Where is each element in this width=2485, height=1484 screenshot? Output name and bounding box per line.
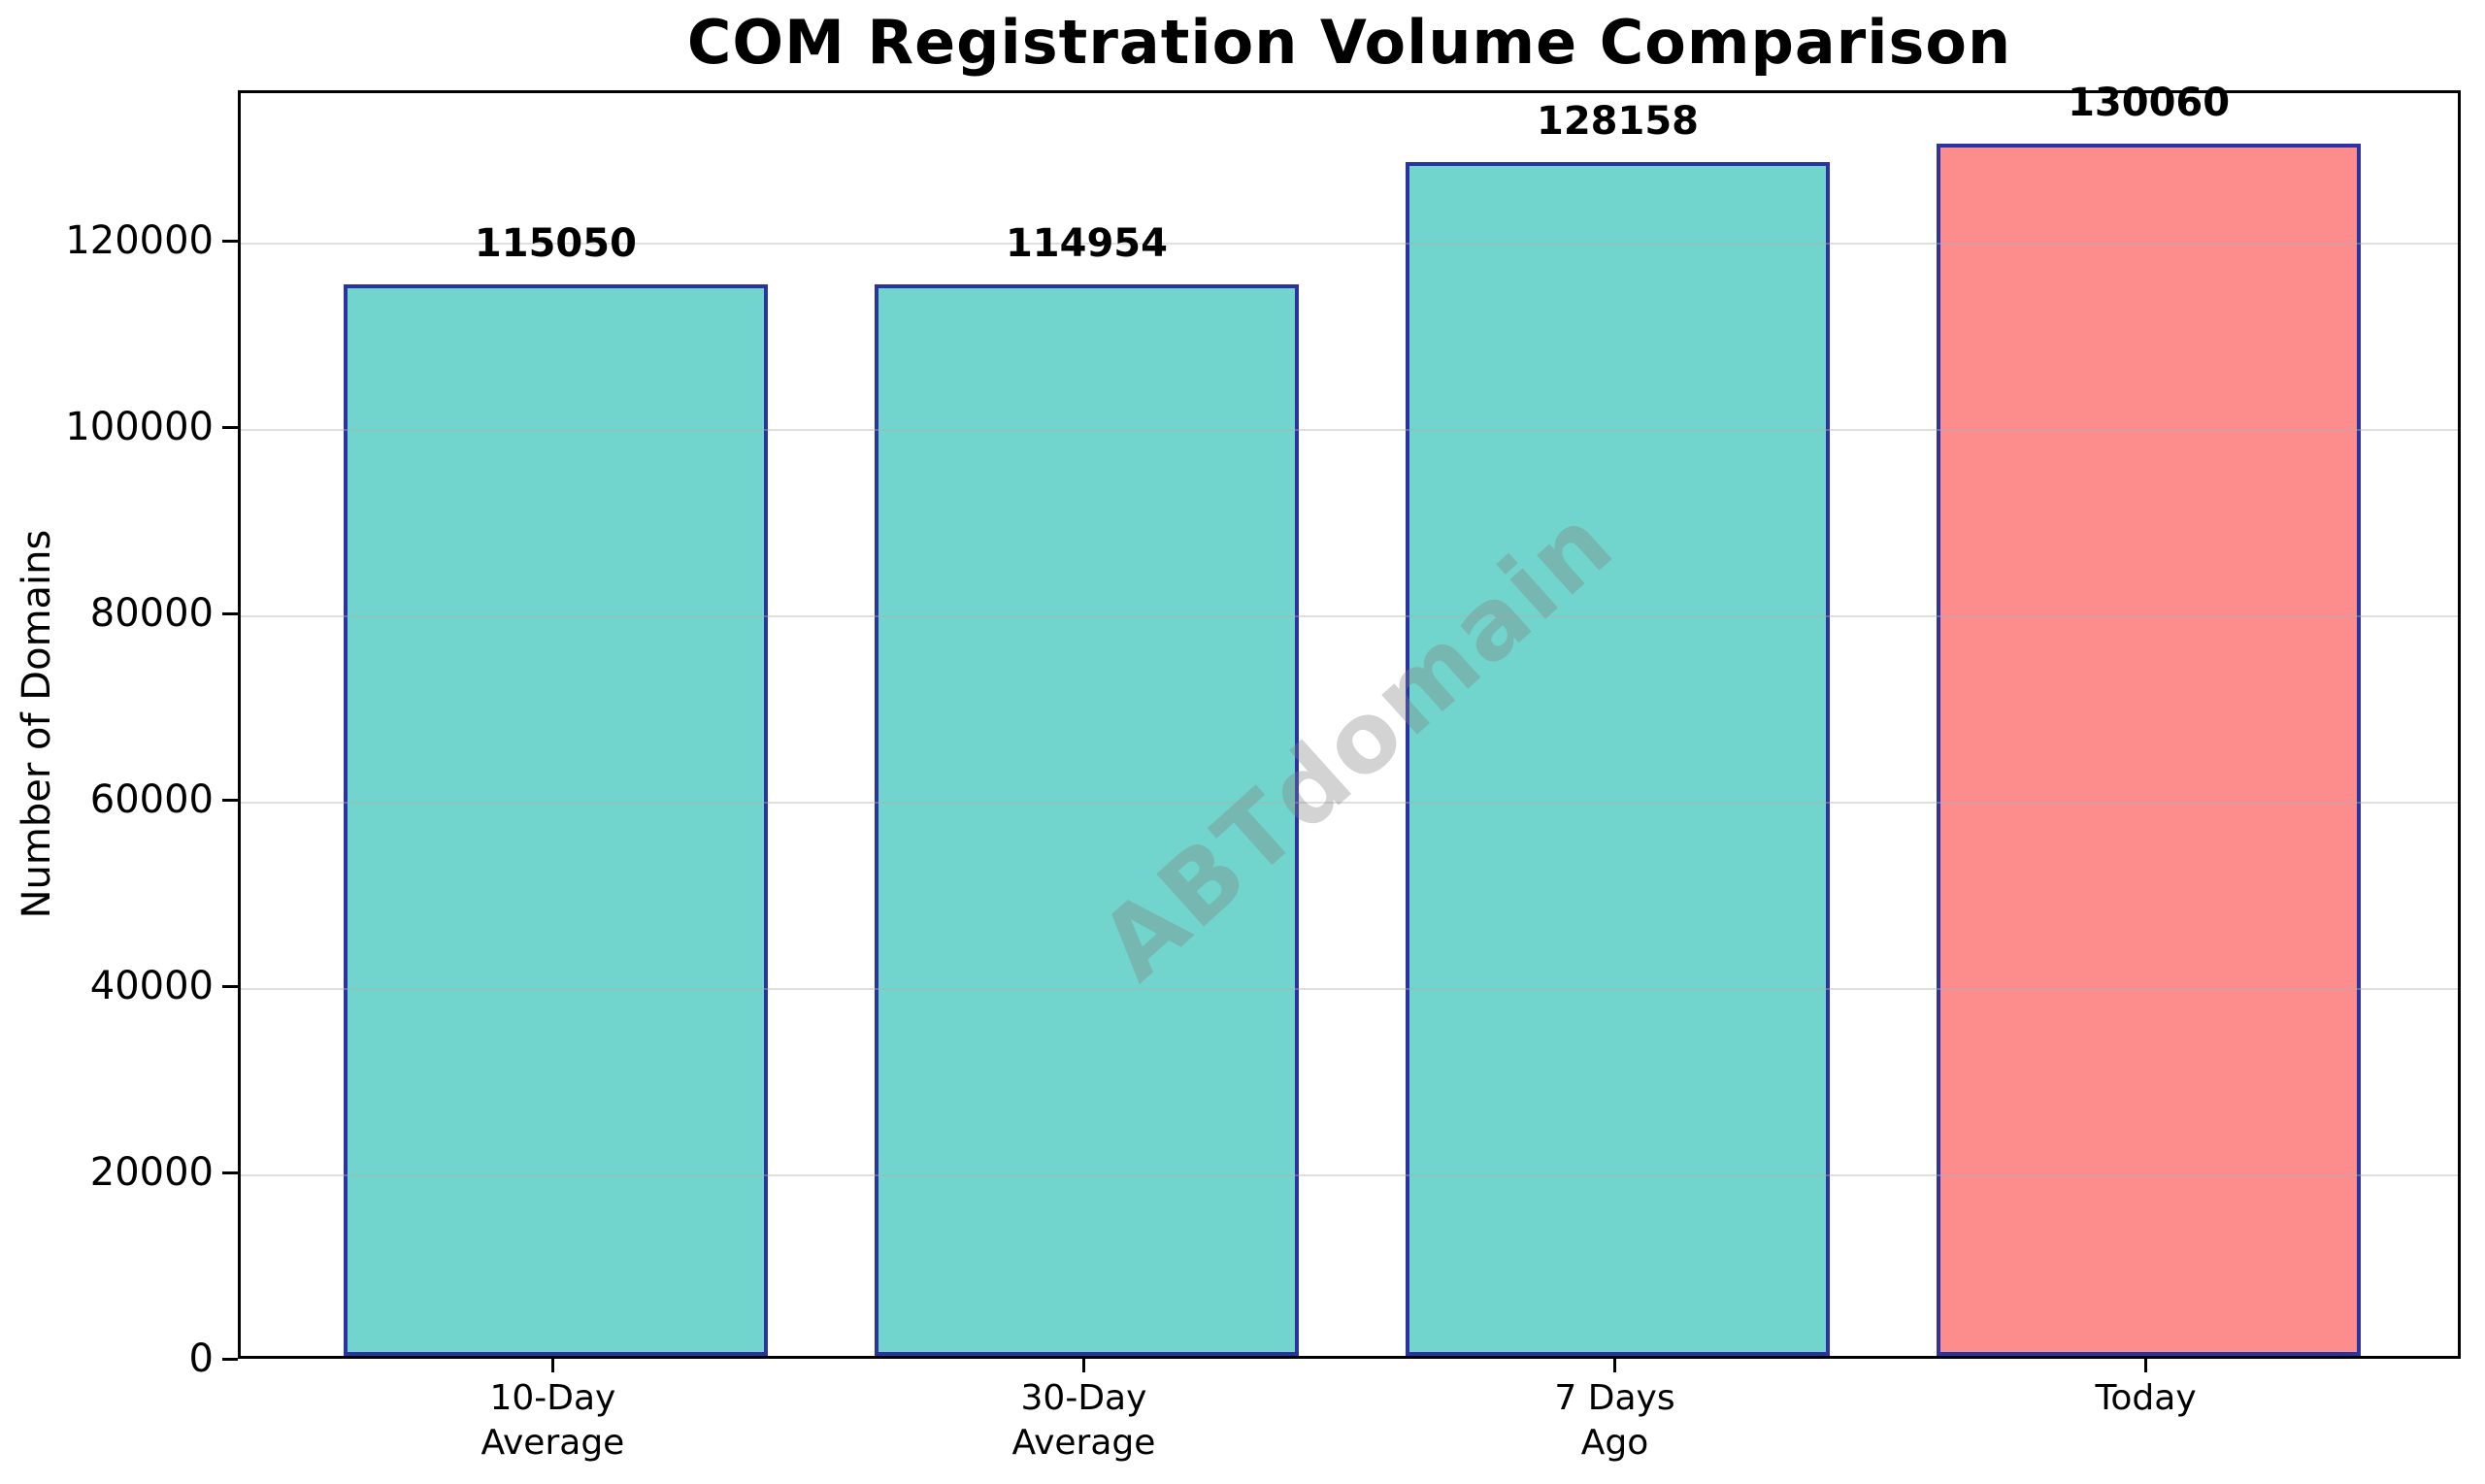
plot-area: ABTdomain 115050 114954 128158 130060: [238, 83, 2461, 1359]
x-tick-label-7-days-ago: 7 Days Ago: [1554, 1378, 1675, 1463]
y-tick-label: 120000: [65, 218, 214, 264]
y-tick-label: 80000: [89, 591, 214, 637]
gridlines-layer: [241, 93, 2458, 1356]
y-axis-label: Number of Domains: [15, 529, 59, 919]
bar-10-day-average: [343, 283, 769, 1356]
chart-title: COM Registration Volume Comparison: [686, 7, 2012, 78]
y-tick-label: 100000: [65, 405, 214, 450]
bar-value-label: 115050: [474, 220, 637, 266]
x-tick-mark: [1613, 1359, 1617, 1372]
y-tick-mark: [222, 1357, 238, 1361]
bar-value-label: 128158: [1537, 98, 1700, 144]
x-tick-label-30-day-average: 30-Day Average: [1011, 1378, 1156, 1463]
y-tick-mark: [222, 611, 238, 615]
x-tick-mark: [2144, 1359, 2148, 1372]
x-tick-label-10-day-average: 10-Day Average: [480, 1378, 625, 1463]
bar-7-days-ago: [1405, 161, 1831, 1356]
y-tick-label: 40000: [89, 964, 214, 1008]
y-tick-mark: [222, 798, 238, 802]
y-tick-mark: [222, 239, 238, 243]
x-tick-mark: [1081, 1359, 1085, 1372]
bar-value-label: 130060: [2068, 81, 2231, 126]
bar-today: [1936, 144, 2362, 1356]
bars-layer: [241, 93, 2458, 1356]
gridline-y-100000: [241, 429, 2458, 432]
y-tick-mark: [222, 984, 238, 988]
gridline-y-20000: [241, 1174, 2458, 1176]
y-tick-label: 20000: [89, 1150, 214, 1195]
y-tick-mark: [222, 425, 238, 429]
gridline-y-80000: [241, 615, 2458, 618]
bar-30-day-average: [874, 284, 1300, 1356]
y-tick-mark: [222, 1171, 238, 1174]
gridline-y-120000: [241, 243, 2458, 246]
x-tick-mark: [550, 1359, 554, 1372]
bar-value-label: 114954: [1005, 221, 1168, 267]
gridline-y-60000: [241, 802, 2458, 805]
y-tick-label: 0: [188, 1336, 214, 1381]
value-labels-layer: 115050 114954 128158 130060: [241, 83, 2458, 1356]
y-tick-label: 60000: [89, 777, 214, 823]
x-tick-label-today: Today: [2095, 1378, 2197, 1418]
gridline-y-40000: [241, 988, 2458, 990]
